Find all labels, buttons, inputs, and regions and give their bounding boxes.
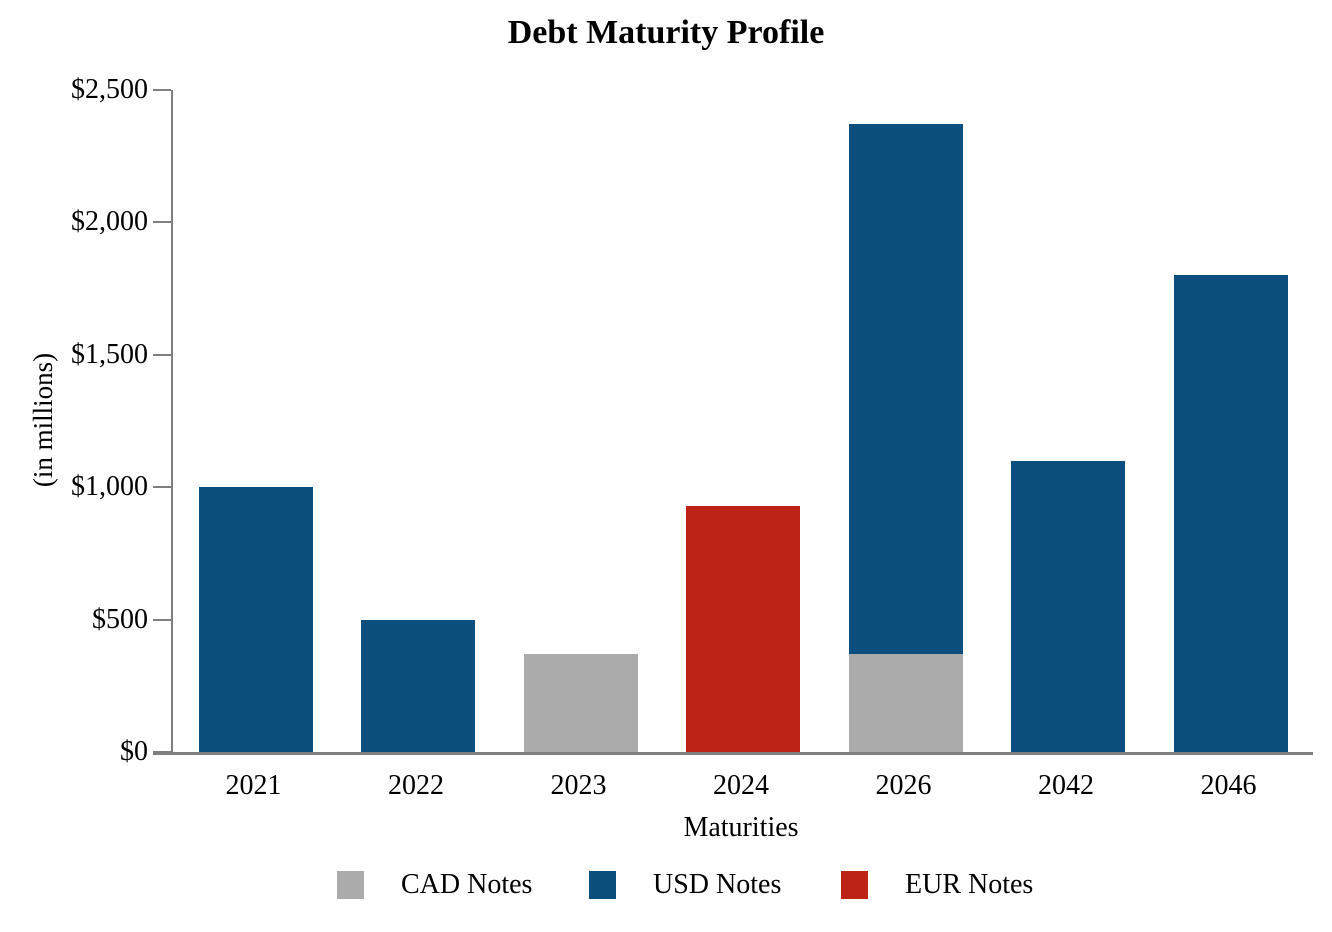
legend-swatch [841,871,868,899]
legend-item-eur: EUR Notes [841,870,1033,900]
legend-label: CAD Notes [401,869,533,900]
x-axis-tick-label: 2042 [1038,770,1094,801]
y-axis-title: (in millions) [28,352,58,488]
bar-segment-2026-usd [848,124,963,655]
legend-item-cad: CAD Notes [337,870,532,900]
x-axis-tick-label: 2024 [713,770,769,801]
x-axis-title: Maturities [683,812,799,843]
x-axis-tick-label: 2021 [225,770,282,801]
bar-segment-2021-usd [198,487,313,752]
bar-segment-2024-eur [686,505,800,752]
y-axis-tick [153,89,171,91]
legend-swatch [337,871,364,899]
y-axis-tick-label: $2,000 [71,206,148,238]
bar-segment-2022-usd [361,619,475,752]
y-axis-tick-label: $2,500 [71,74,148,105]
y-axis-tick [153,353,171,356]
x-axis-tick-label: 2023 [550,770,607,801]
legend-swatch [589,871,616,899]
legend-item-usd: USD Notes [589,870,781,900]
y-axis-tick-label: $0 [120,736,148,767]
y-axis-tick [153,486,171,489]
x-axis-tick-label: 2022 [388,770,444,801]
bar-segment-2026-cad [848,654,963,752]
plot-area [153,90,1313,755]
y-axis-tick [153,751,171,753]
bar-segment-2023-cad [523,654,638,752]
bar-segment-2046-usd [1173,275,1288,752]
x-axis-tick-label: 2046 [1200,770,1257,801]
y-axis-tick-label: $1,000 [71,471,148,503]
x-axis-line-extension [153,752,173,755]
y-axis-tick [153,221,171,224]
y-axis-tick-label: $500 [92,603,148,635]
x-axis-tick-label: 2026 [875,770,932,801]
y-axis-tick-label: $1,500 [71,338,148,370]
bar-segment-2042-usd [1011,460,1125,752]
chart-title: Debt Maturity Profile [507,14,825,51]
legend-label: USD Notes [653,869,782,900]
y-axis-tick [153,618,171,621]
legend-label: EUR Notes [905,869,1034,900]
